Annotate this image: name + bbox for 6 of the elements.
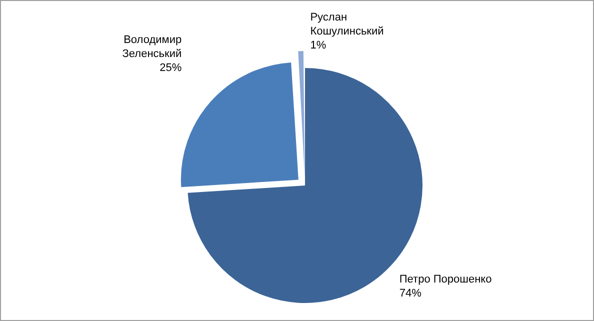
data-label: 74% (399, 288, 422, 300)
data-label: 1% (310, 40, 326, 52)
data-label: 25% (160, 62, 182, 74)
slice-label: Петро Порошенко (399, 274, 492, 286)
slice-label: Руслан Кошулинський (310, 12, 384, 38)
slice-label: Володимир Зеленський (122, 34, 182, 60)
